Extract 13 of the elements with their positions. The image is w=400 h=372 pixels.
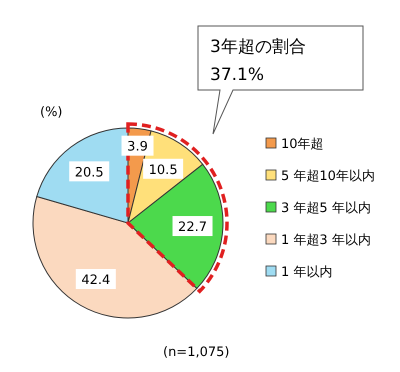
- data-label: 42.4: [81, 273, 110, 288]
- data-label: 3.9: [127, 140, 148, 155]
- legend-label: 3 年超5 年以内: [281, 201, 371, 216]
- text: (n=1,075): [163, 345, 230, 360]
- data-label: 20.5: [74, 165, 104, 180]
- legend-label: 1 年以内: [281, 265, 332, 280]
- legend-label: 5 年超10年以内: [281, 169, 375, 184]
- legend-label: 1 年超3 年以内: [281, 233, 371, 248]
- data-label: 10.5: [148, 162, 178, 178]
- legend-label: 10年超: [281, 137, 324, 152]
- data-label: 22.7: [178, 220, 208, 236]
- text: (%): [40, 105, 62, 120]
- text: 3年超の割合 37.1%: [210, 37, 306, 85]
